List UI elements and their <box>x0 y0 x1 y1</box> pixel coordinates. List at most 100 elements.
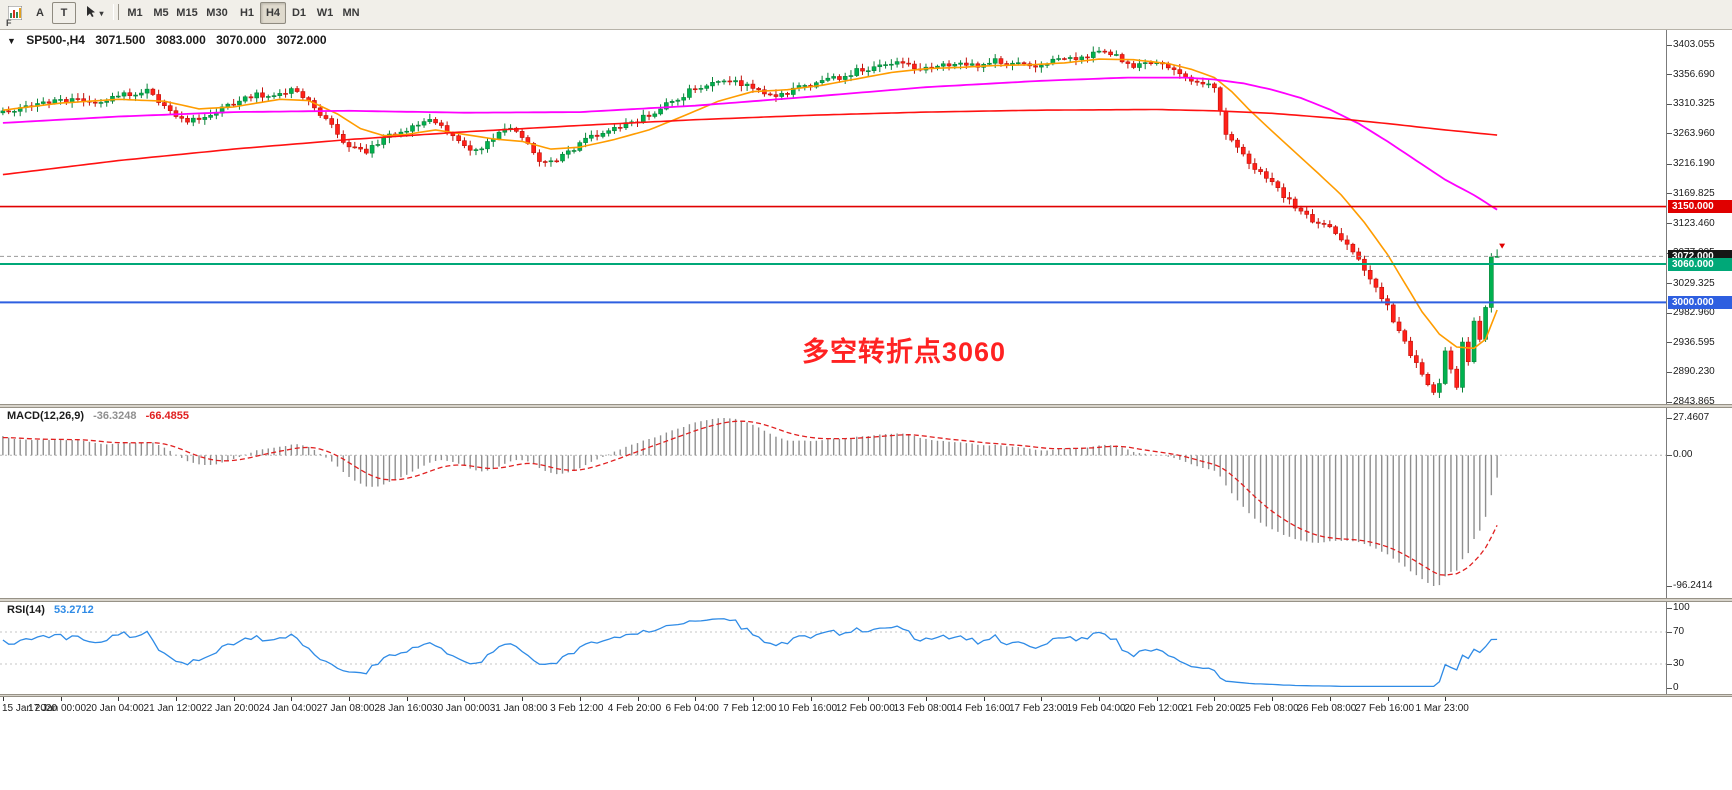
macd-chart[interactable] <box>0 408 1666 598</box>
chart-header: ▼ SP500-,H4 3071.500 3083.000 3070.000 3… <box>7 33 334 47</box>
text-tool-button[interactable]: A <box>36 7 44 19</box>
time-tick <box>118 697 120 701</box>
time-tick <box>1329 697 1331 701</box>
time-axis-label: 17 Feb 23:00 <box>1008 703 1068 714</box>
rsi-chart[interactable] <box>0 602 1666 694</box>
panel-splitter[interactable] <box>0 694 1732 697</box>
price-tick <box>1667 44 1672 46</box>
timeframe-button-W1[interactable]: W1 <box>316 7 334 19</box>
time-tick <box>2 697 4 701</box>
time-tick <box>695 697 697 701</box>
rsi-tick <box>1667 663 1672 665</box>
price-axis-label: 2936.595 <box>1673 336 1715 348</box>
time-axis-label: 30 Jan 00:00 <box>432 703 490 714</box>
time-axis-label: 22 Jan 20:00 <box>201 703 260 714</box>
macd-tick <box>1667 585 1672 587</box>
toolbar: A T ▾ M1 M5 M15 M30 H1 H4 D1 W1 MN <box>0 0 1732 30</box>
rsi-axis-label: 0 <box>1673 682 1679 693</box>
timeframe-button-MN[interactable]: MN <box>342 7 360 19</box>
time-tick <box>983 697 985 701</box>
timeframe-button-M15[interactable]: M15 <box>176 7 198 19</box>
time-tick <box>1214 697 1216 701</box>
time-tick <box>1445 697 1447 701</box>
type-tool-button[interactable]: T <box>52 2 76 24</box>
timeframe-button-M30[interactable]: M30 <box>206 7 228 19</box>
time-axis-label: 28 Jan 16:00 <box>374 703 433 714</box>
time-axis-label: 1 Mar 23:00 <box>1415 703 1469 714</box>
cursor-tool-button[interactable]: ▾ <box>78 2 112 24</box>
price-tick <box>1667 312 1672 314</box>
rsi-axis[interactable]: 100 70 30 0 <box>1666 602 1732 694</box>
timeframe-button-H1[interactable]: H1 <box>239 7 255 19</box>
timeframe-button-M5[interactable]: M5 <box>153 7 169 19</box>
rsi-panel[interactable]: RSI(14) 53.2712 100 70 30 0 <box>0 602 1732 694</box>
rsi-header: RSI(14) 53.2712 <box>7 604 100 616</box>
price-axis[interactable]: 3403.055 3356.690 3310.325 3263.960 3216.190… <box>1666 30 1732 407</box>
time-axis-label: 3 Feb 12:00 <box>550 703 604 714</box>
rsi-label: RSI(14) <box>7 604 45 616</box>
price-badge: 3150.000 <box>1668 200 1732 214</box>
timeframe-button-H4[interactable]: H4 <box>260 2 286 24</box>
ohlc-open: 3071.500 <box>95 33 146 47</box>
timeframe-button-D1[interactable]: D1 <box>291 7 307 19</box>
chart-symbol-period: SP500-,H4 <box>26 33 85 47</box>
rsi-tick <box>1667 607 1672 609</box>
time-axis-label: 25 Feb 08:00 <box>1239 703 1299 714</box>
time-tick <box>810 697 812 701</box>
price-chart-panel[interactable]: ▼ SP500-,H4 3071.500 3083.000 3070.000 3… <box>0 30 1732 407</box>
rsi-tick <box>1667 631 1672 633</box>
panel-splitter[interactable] <box>0 598 1732 602</box>
time-axis-label: 17 Jan 00:00 <box>28 703 86 714</box>
time-axis-label: 31 Jan 08:00 <box>489 703 548 714</box>
toolbar-grip[interactable] <box>113 4 119 20</box>
time-tick <box>406 697 408 701</box>
panel-splitter[interactable] <box>0 404 1732 408</box>
chart-text-annotation[interactable]: 多空转折点3060 <box>802 337 1007 367</box>
time-tick <box>637 697 639 701</box>
price-tick <box>1667 103 1672 105</box>
candlestick-chart[interactable] <box>0 30 1666 404</box>
time-axis-label: 21 Feb 20:00 <box>1182 703 1241 714</box>
price-axis-label: 3123.460 <box>1673 217 1715 229</box>
price-axis-label: 3356.690 <box>1673 68 1715 80</box>
time-tick <box>60 697 62 701</box>
price-tick <box>1667 163 1672 165</box>
macd-tick <box>1667 417 1672 419</box>
time-axis-label: 27 Feb 16:00 <box>1355 703 1415 714</box>
time-tick <box>349 697 351 701</box>
price-tick <box>1667 283 1672 285</box>
time-axis-label: 21 Jan 12:00 <box>143 703 202 714</box>
chart-collapse-icon[interactable]: ▼ <box>7 36 16 46</box>
dropdown-arrow-icon: ▾ <box>99 8 104 18</box>
price-axis-label: 3169.825 <box>1673 187 1715 199</box>
time-tick <box>1272 697 1274 701</box>
time-axis-label: 15 Jan 2020 <box>2 703 58 714</box>
price-tick <box>1667 342 1672 344</box>
time-tick <box>1387 697 1389 701</box>
timeframe-button-M1[interactable]: M1 <box>127 7 143 19</box>
macd-tick <box>1667 454 1672 456</box>
time-axis-label: 19 Feb 04:00 <box>1066 703 1126 714</box>
price-axis-label: 2843.865 <box>1673 396 1715 407</box>
price-axis-label: 3403.055 <box>1673 39 1715 50</box>
time-axis-label: 10 Feb 16:00 <box>778 703 838 714</box>
cursor-icon <box>86 5 97 21</box>
time-axis-label: 4 Feb 20:00 <box>607 703 662 714</box>
time-tick <box>579 697 581 701</box>
price-tick <box>1667 74 1672 76</box>
macd-axis[interactable]: 27.4607 0.00 -96.2414 <box>1666 408 1732 598</box>
time-axis[interactable]: 15 Jan 2020 17 Jan 00:00 20 Jan 04:00 21 Ja… <box>0 697 1732 721</box>
macd-panel[interactable]: MACD(12,26,9) -36.3248 -66.4855 27.4607 0… <box>0 408 1732 598</box>
chart-grid-icon[interactable] <box>3 2 27 24</box>
time-axis-label: 14 Feb 16:00 <box>951 703 1011 714</box>
price-axis-label: 3216.190 <box>1673 158 1715 170</box>
time-axis-label: 20 Jan 04:00 <box>85 703 144 714</box>
macd-value-signal: -66.4855 <box>145 410 190 422</box>
rsi-axis-label: 70 <box>1673 626 1685 637</box>
time-axis-label: 20 Feb 12:00 <box>1124 703 1184 714</box>
time-tick <box>175 697 177 701</box>
price-tick <box>1667 401 1672 403</box>
time-tick <box>522 697 524 701</box>
macd-header: MACD(12,26,9) -36.3248 -66.4855 <box>7 410 195 422</box>
